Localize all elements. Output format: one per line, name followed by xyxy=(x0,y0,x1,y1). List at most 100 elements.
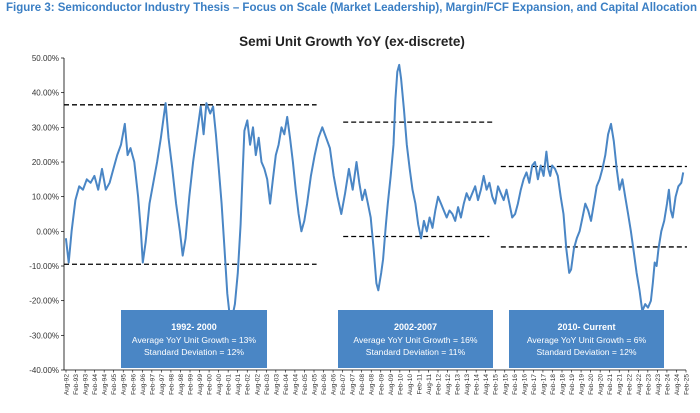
x-tick-label: Aug-17 xyxy=(540,374,547,396)
x-tick-label: Aug-19 xyxy=(579,374,586,396)
x-tick-label: Feb-20 xyxy=(588,374,595,395)
x-tick-label: Aug-22 xyxy=(636,374,643,396)
x-tick-label: Feb-21 xyxy=(607,374,614,395)
x-tick-label: Feb-24 xyxy=(664,374,671,395)
x-tick-label: Feb-06 xyxy=(321,374,328,395)
x-tick-label: Feb-98 xyxy=(168,374,175,395)
x-tick-label: Feb-11 xyxy=(416,374,423,395)
x-tick-label: Aug-92 xyxy=(64,374,71,396)
x-tick-label: Aug-94 xyxy=(102,374,109,396)
y-axis-ticks: 50.00% 40.00% 30.00% 20.00% 10.00% 0.00% -10.0… xyxy=(29,54,64,375)
x-tick-label: Feb-05 xyxy=(302,374,309,395)
y-tick-label: -10.00% xyxy=(29,262,59,271)
y-tick-label: 40.00% xyxy=(32,89,59,98)
annotation-background xyxy=(509,310,664,368)
x-tick-label: Aug-05 xyxy=(312,374,319,396)
annotation-period: 2010- Current xyxy=(557,322,615,332)
x-tick-label: Feb-22 xyxy=(626,374,633,395)
x-tick-label: Feb-25 xyxy=(684,374,691,395)
x-tick-label: Feb-09 xyxy=(378,374,385,395)
annotation-box: 2010- Current Average YoY Unit Growth = 6… xyxy=(509,310,664,368)
y-tick-label: -30.00% xyxy=(29,331,59,340)
x-tick-label: Feb-00 xyxy=(207,374,214,395)
annotation-period: 2002-2007 xyxy=(394,322,437,332)
y-tick-label: 10.00% xyxy=(32,193,59,202)
x-tick-label: Aug-21 xyxy=(617,374,624,396)
annotation-std: Standard Deviation = 12% xyxy=(536,347,636,357)
x-tick-label: Aug-00 xyxy=(216,374,223,396)
annotation-average: Average YoY Unit Growth = 16% xyxy=(353,335,477,345)
x-tick-label: Aug-14 xyxy=(483,374,490,396)
x-tick-label: Aug-11 xyxy=(426,374,433,395)
x-tick-label: Feb-17 xyxy=(531,374,538,395)
x-tick-label: Feb-01 xyxy=(226,374,233,395)
annotation-background xyxy=(338,310,493,368)
annotation-period: 1992- 2000 xyxy=(171,322,217,332)
x-tick-label: Feb-19 xyxy=(569,374,576,395)
x-tick-label: Feb-14 xyxy=(474,374,481,395)
x-tick-label: Aug-95 xyxy=(121,374,128,396)
x-tick-label: Feb-93 xyxy=(73,374,80,395)
x-tick-label: Feb-07 xyxy=(340,374,347,395)
x-tick-label: Aug-97 xyxy=(159,374,166,396)
x-tick-label: Aug-08 xyxy=(369,374,376,396)
y-tick-label: -40.00% xyxy=(29,366,59,375)
x-tick-label: Feb-16 xyxy=(512,374,519,395)
x-axis-ticks: Aug-92 Feb-93 Aug-93 Feb-94 Aug-94 Feb-95 Aug-… xyxy=(64,370,691,395)
x-tick-label: Aug-16 xyxy=(521,374,528,396)
x-tick-label: Aug-98 xyxy=(178,374,185,396)
y-tick-label: 30.00% xyxy=(32,123,59,132)
x-tick-label: Feb-97 xyxy=(149,374,156,395)
x-tick-label: Aug-13 xyxy=(464,374,471,396)
x-tick-label: Feb-13 xyxy=(455,374,462,395)
annotation-box: 2002-2007 Average YoY Unit Growth = 16% St… xyxy=(338,310,493,368)
x-tick-label: Aug-93 xyxy=(83,374,90,396)
reference-lines xyxy=(64,104,687,265)
x-tick-label: Aug-99 xyxy=(197,374,204,396)
annotations: 1992- 2000 Average YoY Unit Growth = 13% S… xyxy=(121,310,664,368)
annotation-average: Average YoY Unit Growth = 13% xyxy=(132,335,256,345)
y-tick-label: 50.00% xyxy=(32,54,59,63)
y-tick-label: -20.00% xyxy=(29,297,59,306)
annotation-std: Standard Deviation = 11% xyxy=(366,347,466,357)
x-tick-label: Feb-12 xyxy=(436,374,443,395)
x-tick-label: Aug-03 xyxy=(273,374,280,396)
x-tick-label: Feb-02 xyxy=(245,374,252,395)
x-tick-label: Aug-02 xyxy=(254,374,261,396)
x-tick-label: Feb-15 xyxy=(493,374,500,395)
x-tick-label: Aug-18 xyxy=(560,374,567,396)
x-tick-label: Feb-95 xyxy=(111,374,118,395)
x-tick-label: Aug-23 xyxy=(655,374,662,396)
x-tick-label: Feb-03 xyxy=(264,374,271,395)
y-tick-label: 0.00% xyxy=(36,227,59,236)
x-tick-label: Feb-96 xyxy=(130,374,137,395)
figure-title: Figure 3: Semiconductor Industry Thesis … xyxy=(6,2,697,14)
x-tick-label: Aug-10 xyxy=(407,374,414,396)
x-tick-label: Aug-96 xyxy=(140,374,147,396)
x-tick-label: Aug-09 xyxy=(388,374,395,396)
x-tick-label: Aug-12 xyxy=(445,374,452,396)
series xyxy=(64,63,685,319)
x-tick-label: Feb-10 xyxy=(397,374,404,395)
annotation-background xyxy=(121,310,267,368)
x-tick-label: Aug-24 xyxy=(674,374,681,396)
axes xyxy=(63,58,686,371)
x-tick-label: Feb-94 xyxy=(92,374,99,395)
x-tick-label: Aug-01 xyxy=(235,374,242,396)
series-line xyxy=(64,63,685,319)
x-tick-label: Aug-20 xyxy=(598,374,605,396)
annotation-box: 1992- 2000 Average YoY Unit Growth = 13% S… xyxy=(121,310,267,368)
annotation-average: Average YoY Unit Growth = 6% xyxy=(527,335,647,345)
x-tick-label: Aug-15 xyxy=(502,374,509,396)
x-tick-label: Aug-04 xyxy=(292,374,299,396)
annotation-std: Standard Deviation = 12% xyxy=(144,347,244,357)
x-tick-label: Feb-18 xyxy=(550,374,557,395)
x-tick-label: Feb-04 xyxy=(283,374,290,395)
y-tick-label: 20.00% xyxy=(32,158,59,167)
x-tick-label: Aug-06 xyxy=(331,374,338,396)
chart-title: Semi Unit Growth YoY (ex-discrete) xyxy=(239,34,465,49)
x-tick-label: Feb-99 xyxy=(188,374,195,395)
x-tick-label: Feb-08 xyxy=(359,374,366,395)
x-tick-label: Feb-23 xyxy=(645,374,652,395)
